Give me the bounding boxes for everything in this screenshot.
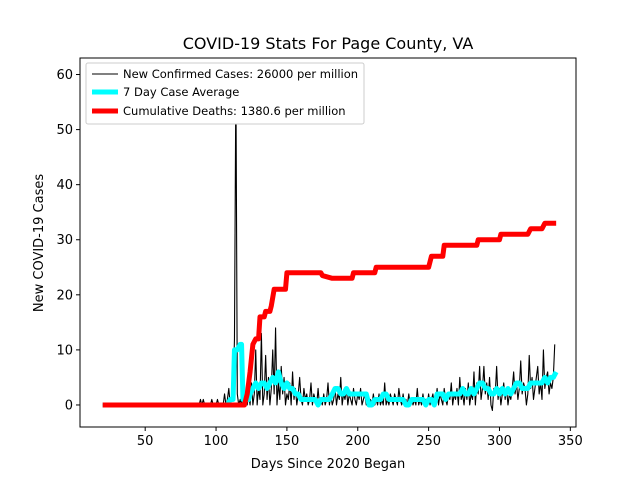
y-tick-label: 10 xyxy=(56,343,73,358)
y-tick-label: 60 xyxy=(56,68,73,83)
x-tick-label: 200 xyxy=(345,434,370,449)
y-tick-label: 0 xyxy=(65,398,73,413)
legend-box xyxy=(85,62,365,125)
chart-title: COVID-19 Stats For Page County, VA xyxy=(183,34,474,53)
series-line-7day-average xyxy=(102,341,559,408)
legend-label-average: 7 Day Case Average xyxy=(123,85,239,99)
legend: New Confirmed Cases: 26000 per million 7… xyxy=(85,62,365,125)
y-tick-label: 20 xyxy=(56,288,73,303)
y-tick-label: 50 xyxy=(56,123,73,138)
x-axis-label: Days Since 2020 Began xyxy=(251,457,406,472)
x-tick-label: 150 xyxy=(274,434,299,449)
x-tick-label: 350 xyxy=(558,434,583,449)
y-tick-label: 30 xyxy=(56,233,73,248)
axes-frame xyxy=(79,57,577,428)
x-tick-label: 250 xyxy=(416,434,441,449)
y-axis: 0 10 20 30 40 50 60 xyxy=(56,68,80,413)
x-axis: 50 100 150 200 250 300 350 xyxy=(137,427,583,449)
x-tick-label: 100 xyxy=(204,434,229,449)
legend-label-deaths: Cumulative Deaths: 1380.6 per million xyxy=(123,104,346,118)
legend-label-cases: New Confirmed Cases: 26000 per million xyxy=(123,67,358,81)
y-tick-label: 40 xyxy=(56,178,73,193)
y-axis-label: New COVID-19 Cases xyxy=(32,174,47,312)
x-tick-label: 50 xyxy=(137,434,154,449)
x-tick-label: 300 xyxy=(487,434,512,449)
series-layer xyxy=(102,73,559,412)
series-line-cumulative-deaths xyxy=(102,220,557,408)
series-line-new-cases xyxy=(102,73,556,412)
